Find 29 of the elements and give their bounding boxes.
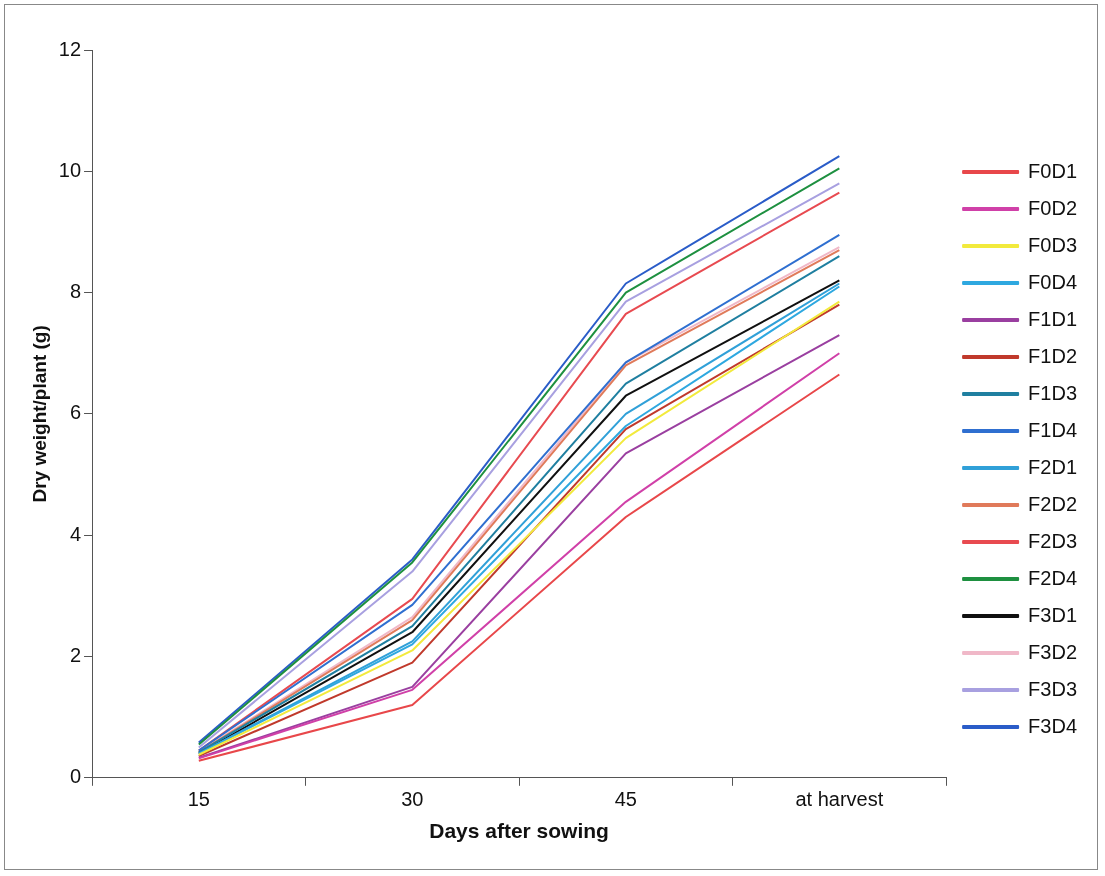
legend-label: F3D3 <box>1028 677 1077 700</box>
y-tick-label: 8 <box>69 280 82 303</box>
legend-label: F1D1 <box>1028 307 1077 330</box>
legend-label: F1D4 <box>1028 418 1077 441</box>
legend-label: F0D4 <box>1028 270 1077 293</box>
legend-label: F2D2 <box>1028 492 1077 515</box>
y-tick-label: 10 <box>58 158 82 181</box>
legend-label: F1D3 <box>1028 381 1077 404</box>
x-tick-label: 30 <box>401 788 424 811</box>
y-tick-label: 12 <box>58 37 82 60</box>
legend-label: F3D4 <box>1028 714 1077 737</box>
y-tick-label: 2 <box>69 644 82 667</box>
y-tick-label: 6 <box>69 401 82 424</box>
x-tick-label: at harvest <box>795 788 884 811</box>
legend-label: F3D2 <box>1028 640 1077 663</box>
legend-label: F2D4 <box>1028 566 1077 589</box>
legend-label: F1D2 <box>1028 344 1077 367</box>
y-axis-title: Dry weight/plant (g) <box>28 325 50 503</box>
y-tick-label: 4 <box>69 522 82 545</box>
legend-label: F0D2 <box>1028 196 1077 219</box>
x-axis-title: Days after sowing <box>429 819 609 843</box>
x-tick-label: 45 <box>614 788 637 811</box>
y-tick-label: 0 <box>69 765 82 788</box>
legend-label: F2D3 <box>1028 529 1077 552</box>
x-tick-label: 15 <box>187 788 210 811</box>
legend-label: F3D1 <box>1028 603 1077 626</box>
legend-label: F0D3 <box>1028 233 1077 256</box>
legend-label: F2D1 <box>1028 455 1077 478</box>
legend-label: F0D1 <box>1028 159 1077 182</box>
